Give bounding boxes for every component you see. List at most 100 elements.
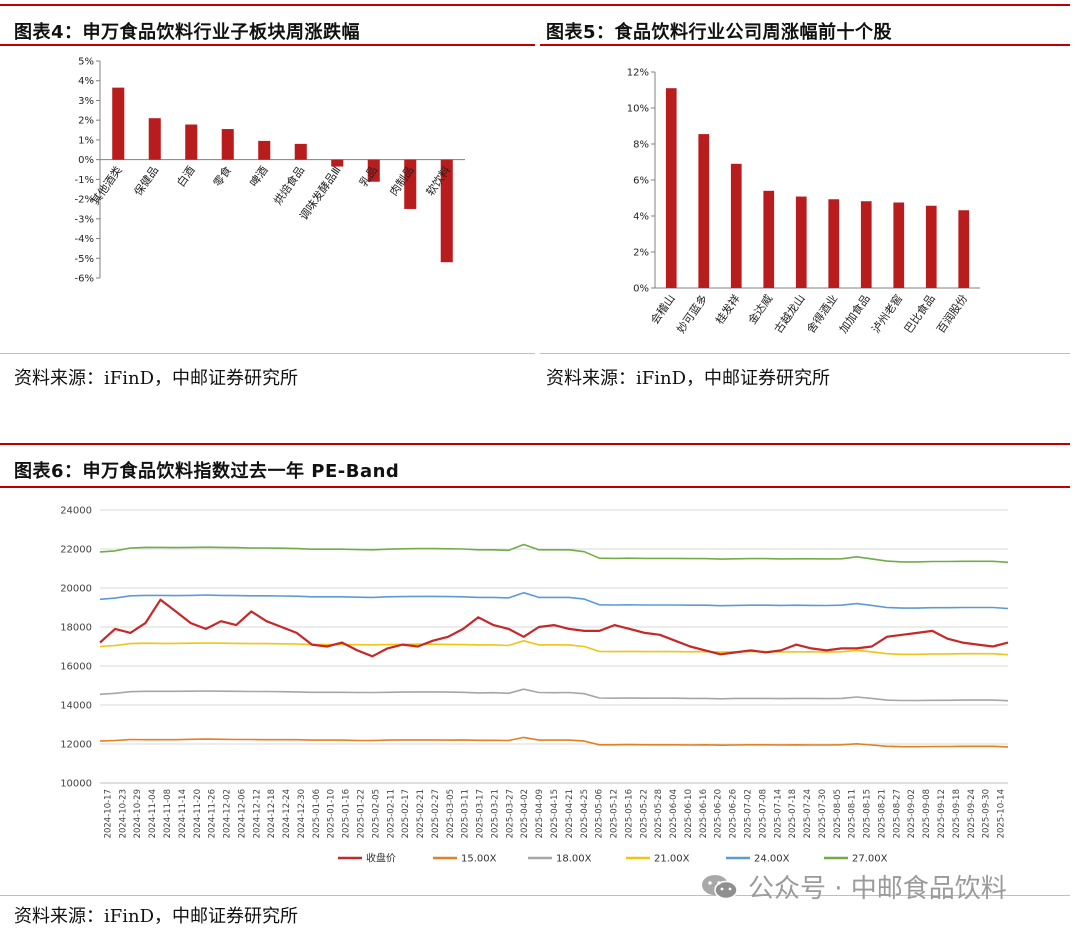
fig5-bar — [698, 134, 710, 288]
figure6-source: 资料来源：iFinD，中邮证券研究所 — [14, 906, 299, 927]
fig6-x-tick-label: 2024-10-17 — [103, 789, 113, 838]
wechat-icon — [700, 872, 740, 902]
fig6-x-tick-label: 2024-11-26 — [208, 789, 218, 838]
fig6-x-tick-label: 2025-06-04 — [669, 789, 679, 838]
fig6-x-tick-label: 2025-02-21 — [416, 789, 426, 838]
fig5-y-tick-label: 0% — [633, 284, 649, 295]
fig6-x-tick-label: 2025-03-05 — [446, 789, 456, 838]
fig5-bar — [860, 201, 872, 288]
fig4-y-tick-label: 1% — [78, 135, 94, 146]
fig5-category-label: 妙可蓝多 — [674, 292, 711, 336]
fig5-bar — [828, 199, 840, 288]
fig6-x-tick-label: 2025-04-21 — [565, 789, 575, 838]
fig6-x-tick-label: 2024-11-08 — [163, 789, 173, 838]
fig6-legend-label: 18.00X — [556, 854, 592, 865]
figure6-line-chart: 24000 22000 20000 18000 16000 14000 12000 10000… — [60, 506, 1009, 865]
fig4-y-tick-label: 0% — [78, 155, 94, 166]
fig4-bar — [148, 118, 161, 160]
fig4-y-tick-label: -4% — [75, 234, 94, 245]
figure4-source-rule — [0, 353, 535, 354]
fig5-category-label: 古越龙山 — [771, 292, 808, 336]
fig6-series-line-2 — [99, 688, 1009, 702]
fig6-x-tick-label: 2025-05-22 — [639, 789, 649, 838]
fig4-category-label: 保健品 — [131, 163, 161, 198]
fig6-x-tick-label: 2025-05-12 — [610, 789, 620, 838]
figure4-source: 资料来源：iFinD，中邮证券研究所 — [14, 368, 299, 389]
fig6-legend-label: 27.00X — [852, 854, 888, 865]
fig5-bar — [958, 210, 970, 288]
fig6-x-tick-label: 2025-05-06 — [595, 789, 605, 838]
fig6-x-tick-label: 2024-10-29 — [133, 789, 143, 838]
figure6-top-rule — [0, 443, 1070, 445]
fig4-y-tick-label: 3% — [78, 96, 94, 107]
fig6-x-tick-label: 2025-06-10 — [684, 789, 694, 838]
fig6-x-tick-label: 2024-12-24 — [282, 789, 292, 838]
fig6-y-tick-label: 20000 — [60, 584, 92, 595]
fig5-category-label: 加加食品 — [836, 292, 873, 336]
fig5-bar — [795, 196, 807, 288]
fig6-x-tick-label: 2025-08-15 — [863, 789, 873, 838]
fig5-category-label: 泸州老窖 — [869, 292, 906, 336]
fig6-series-line-5 — [99, 543, 1009, 564]
fig6-x-tick-label: 2025-05-16 — [624, 789, 634, 838]
fig6-x-tick-label: 2024-12-30 — [297, 789, 307, 838]
fig5-category-label: 百润股份 — [934, 292, 971, 336]
fig4-category-label: 啤酒 — [247, 163, 271, 189]
fig6-x-tick-label: 2025-06-26 — [729, 789, 739, 838]
fig4-y-tick-label: 2% — [78, 116, 94, 127]
fig6-x-tick-label: 2024-11-04 — [148, 789, 158, 838]
fig6-x-tick-label: 2025-01-10 — [327, 789, 337, 838]
fig6-x-tick-label: 2025-02-05 — [371, 789, 381, 838]
fig5-bar — [925, 205, 937, 288]
figure6-source-rule — [0, 895, 1070, 896]
fig6-x-tick-label: 2025-07-24 — [803, 789, 813, 838]
fig6-x-tick-label: 2025-09-08 — [922, 789, 932, 838]
fig6-x-tick-label: 2025-08-21 — [877, 789, 887, 838]
fig6-x-tick-label: 2025-02-17 — [401, 789, 411, 838]
fig4-bar — [367, 159, 380, 182]
fig6-legend-label: 24.00X — [754, 854, 790, 865]
fig4-bar — [185, 124, 198, 160]
fig5-bar — [730, 163, 742, 288]
fig6-y-tick-label: 18000 — [60, 623, 92, 634]
fig6-legend-label: 21.00X — [654, 854, 690, 865]
fig5-y-tick-label: 12% — [627, 68, 649, 79]
fig6-x-tick-label: 2025-06-16 — [699, 789, 709, 838]
fig6-x-tick-label: 2024-12-12 — [252, 789, 262, 838]
fig5-y-tick-label: 10% — [627, 104, 649, 115]
fig6-x-tick-label: 2024-12-06 — [237, 789, 247, 838]
fig6-x-tick-label: 2025-07-02 — [744, 789, 754, 838]
fig6-x-tick-label: 2025-08-05 — [833, 789, 843, 838]
fig4-y-tick-label: -6% — [75, 274, 94, 285]
fig4-y-tick-label: -5% — [75, 254, 94, 265]
fig6-x-tick-label: 2025-07-14 — [773, 789, 783, 838]
fig6-x-tick-label: 2024-10-23 — [118, 789, 128, 838]
fig6-legend-label: 收盘价 — [366, 852, 396, 865]
fig4-y-tick-label: -1% — [75, 175, 94, 186]
watermark-text: 公众号 · 中邮食品饮料 — [748, 874, 1007, 904]
fig5-category-label: 巴比食品 — [901, 292, 938, 336]
figure5-title-rule — [540, 44, 1070, 46]
figure5-source: 资料来源：iFinD，中邮证券研究所 — [546, 368, 831, 389]
watermark: 公众号 · 中邮食品饮料 — [700, 868, 1007, 905]
fig6-x-tick-label: 2025-09-24 — [967, 789, 977, 838]
fig5-y-tick-label: 8% — [633, 140, 649, 151]
figure6-title: 图表6：申万食品饮料指数过去一年 PE-Band — [14, 461, 400, 482]
fig6-x-tick-label: 2025-09-30 — [982, 789, 992, 838]
fig6-x-tick-label: 2025-04-25 — [580, 789, 590, 838]
fig6-x-tick-label: 2025-08-27 — [892, 789, 902, 838]
fig6-x-tick-label: 2024-11-14 — [178, 789, 188, 838]
fig6-legend-label: 15.00X — [461, 854, 497, 865]
fig6-x-tick-label: 2025-07-18 — [788, 789, 798, 838]
fig6-x-tick-label: 2025-09-12 — [937, 789, 947, 838]
fig6-x-tick-label: 2025-01-22 — [356, 789, 366, 838]
fig4-y-tick-label: 5% — [78, 57, 94, 68]
fig6-x-tick-label: 2025-03-11 — [461, 789, 471, 838]
fig6-y-tick-label: 16000 — [60, 662, 92, 673]
fig6-x-tick-label: 2025-03-21 — [490, 789, 500, 838]
fig6-x-tick-label: 2025-03-27 — [505, 789, 515, 838]
fig6-x-tick-label: 2025-08-11 — [848, 789, 858, 838]
fig6-x-tick-label: 2025-05-28 — [654, 789, 664, 838]
fig6-series-line-3 — [99, 640, 1009, 656]
fig4-bar — [294, 143, 307, 160]
